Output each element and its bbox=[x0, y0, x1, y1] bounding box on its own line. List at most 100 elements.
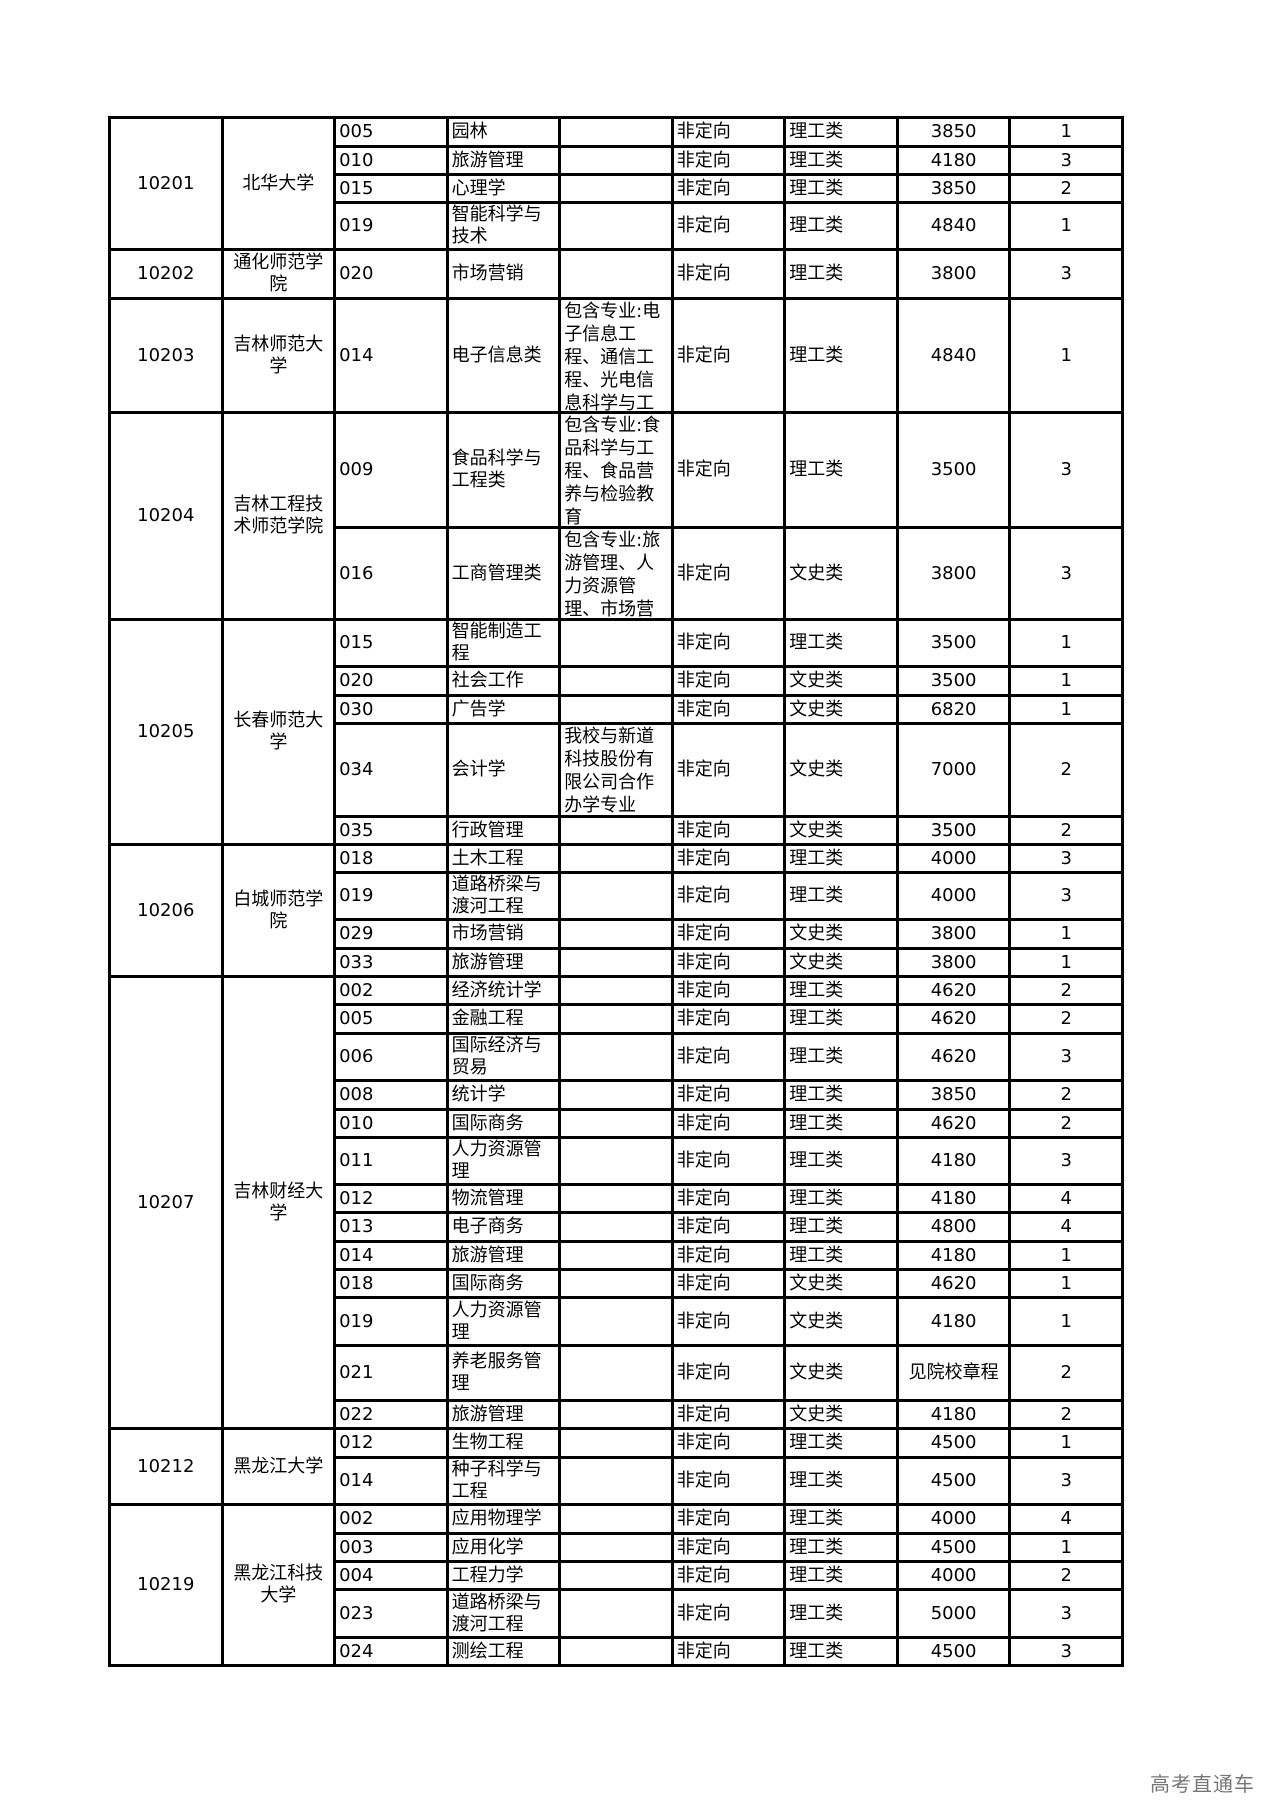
major-note bbox=[558, 618, 674, 668]
direction-text: 非定向 bbox=[676, 344, 731, 366]
direction: 非定向 bbox=[670, 1560, 787, 1591]
major-name-text: 统计学 bbox=[451, 1084, 506, 1105]
major-name: 经济统计学 bbox=[445, 975, 562, 1006]
major-note bbox=[558, 1427, 674, 1459]
tuition-fee: 4620 bbox=[895, 975, 1012, 1006]
major-code: 010 bbox=[333, 1108, 449, 1139]
tuition-fee-text: 4180 bbox=[930, 1244, 977, 1266]
plan-count: 2 bbox=[1008, 815, 1124, 846]
plan-count-text: 2 bbox=[1060, 1112, 1072, 1134]
major-note bbox=[558, 145, 674, 176]
category-text: 文史类 bbox=[789, 1362, 844, 1383]
major-code: 011 bbox=[333, 1136, 449, 1186]
direction: 非定向 bbox=[670, 116, 787, 148]
plan-count: 1 bbox=[1008, 1268, 1124, 1299]
major-code: 033 bbox=[333, 947, 449, 978]
category: 理工类 bbox=[783, 411, 899, 529]
table-row: 10207 吉林财经大学 002 经济统计学 非定向 理工类 4620 2 bbox=[108, 975, 1124, 1430]
major-name-text: 物流管理 bbox=[451, 1187, 524, 1209]
plan-count-text: 1 bbox=[1060, 215, 1072, 236]
major-note bbox=[558, 116, 674, 148]
plan-count: 2 bbox=[1008, 1399, 1124, 1430]
plan-count-text: 2 bbox=[1060, 819, 1072, 841]
tuition-fee-text: 4180 bbox=[930, 1150, 977, 1171]
major-name: 生物工程 bbox=[445, 1427, 562, 1459]
major-name-text: 会计学 bbox=[451, 759, 506, 780]
direction-text: 非定向 bbox=[676, 951, 731, 973]
direction: 非定向 bbox=[670, 526, 787, 621]
major-code: 012 bbox=[333, 1427, 449, 1459]
plan-count-text: 1 bbox=[1060, 1244, 1072, 1266]
plan-count: 1 bbox=[1008, 1296, 1124, 1347]
major-code: 002 bbox=[333, 1503, 449, 1535]
plan-count: 1 bbox=[1008, 694, 1124, 725]
plan-count-text: 3 bbox=[1060, 847, 1072, 869]
major-name: 旅游管理 bbox=[445, 145, 562, 176]
major-code: 006 bbox=[333, 1032, 449, 1082]
direction: 非定向 bbox=[670, 918, 787, 950]
major-code: 034 bbox=[333, 722, 449, 818]
category: 理工类 bbox=[783, 116, 899, 148]
tuition-fee-text: 3500 bbox=[930, 819, 977, 841]
school-code: 10207 bbox=[108, 975, 224, 1430]
direction-text: 非定向 bbox=[676, 1508, 731, 1529]
plan-count: 3 bbox=[1008, 1456, 1124, 1506]
major-name-text: 行政管理 bbox=[451, 819, 524, 841]
major-name: 国际商务 bbox=[445, 1268, 562, 1299]
category-text: 理工类 bbox=[789, 459, 844, 480]
major-code-text: 005 bbox=[339, 1008, 374, 1029]
category: 理工类 bbox=[783, 1079, 899, 1111]
category-text: 理工类 bbox=[789, 1508, 844, 1529]
direction: 非定向 bbox=[670, 297, 787, 414]
major-name-text: 市场营销 bbox=[451, 263, 524, 284]
plan-count: 4 bbox=[1008, 1183, 1124, 1214]
tuition-fee-text: 4620 bbox=[930, 979, 977, 1001]
category-text: 理工类 bbox=[789, 1046, 844, 1067]
plan-count: 3 bbox=[1008, 1636, 1124, 1667]
table-row: 10201 北华大学 005 园林 非定向 理工类 3850 1 bbox=[108, 116, 1124, 251]
major-code-text: 005 bbox=[339, 121, 374, 142]
plan-count: 2 bbox=[1008, 975, 1124, 1006]
major-name: 市场营销 bbox=[445, 248, 562, 300]
tuition-fee: 4500 bbox=[895, 1532, 1012, 1563]
table-row: 035 行政管理 非定向 文史类 3500 2 bbox=[110, 815, 1124, 846]
tuition-fee: 3800 bbox=[895, 918, 1012, 950]
plan-count-text: 3 bbox=[1060, 562, 1072, 584]
plan-count-text: 4 bbox=[1060, 1216, 1072, 1237]
major-note bbox=[558, 918, 674, 950]
major-code: 005 bbox=[333, 116, 449, 148]
plan-count-text: 1 bbox=[1060, 670, 1072, 691]
major-note bbox=[558, 1588, 674, 1639]
direction: 非定向 bbox=[670, 618, 787, 668]
direction: 非定向 bbox=[670, 665, 787, 697]
tuition-fee: 3800 bbox=[895, 947, 1012, 978]
tuition-fee-text: 4620 bbox=[930, 1272, 977, 1294]
direction: 非定向 bbox=[670, 1636, 787, 1667]
major-code-text: 002 bbox=[339, 979, 374, 1001]
major-note bbox=[558, 815, 674, 846]
major-name: 养老服务管理 bbox=[445, 1344, 562, 1402]
major-code-text: 020 bbox=[339, 670, 374, 691]
table-row: 004 工程力学 非定向 理工类 4000 2 bbox=[110, 1560, 1124, 1591]
tuition-fee: 4500 bbox=[895, 1636, 1012, 1667]
major-code: 010 bbox=[333, 145, 449, 176]
major-code: 020 bbox=[333, 248, 449, 300]
tuition-fee: 4180 bbox=[895, 1399, 1012, 1430]
tuition-fee-text: 4500 bbox=[930, 1536, 977, 1558]
category: 理工类 bbox=[783, 1532, 899, 1563]
table-row: 020 社会工作 非定向 文史类 3500 1 bbox=[110, 665, 1124, 697]
plan-count: 4 bbox=[1008, 1503, 1124, 1535]
direction-text: 非定向 bbox=[676, 215, 731, 236]
plan-count-text: 3 bbox=[1060, 459, 1072, 480]
direction-text: 非定向 bbox=[676, 670, 731, 691]
major-note bbox=[558, 1560, 674, 1591]
category: 文史类 bbox=[783, 1399, 899, 1430]
major-name: 人力资源管理 bbox=[445, 1296, 562, 1347]
category-text: 理工类 bbox=[789, 344, 844, 366]
major-note bbox=[558, 248, 674, 300]
table-row: 015 心理学 非定向 理工类 3850 2 bbox=[110, 173, 1124, 204]
table-row: 10206 白城师范学院 018 土木工程 非定向 理工类 4000 3 bbox=[108, 843, 1124, 978]
major-code: 019 bbox=[333, 201, 449, 251]
tuition-fee-text: 3800 bbox=[930, 263, 977, 284]
major-code-text: 023 bbox=[339, 1602, 374, 1624]
